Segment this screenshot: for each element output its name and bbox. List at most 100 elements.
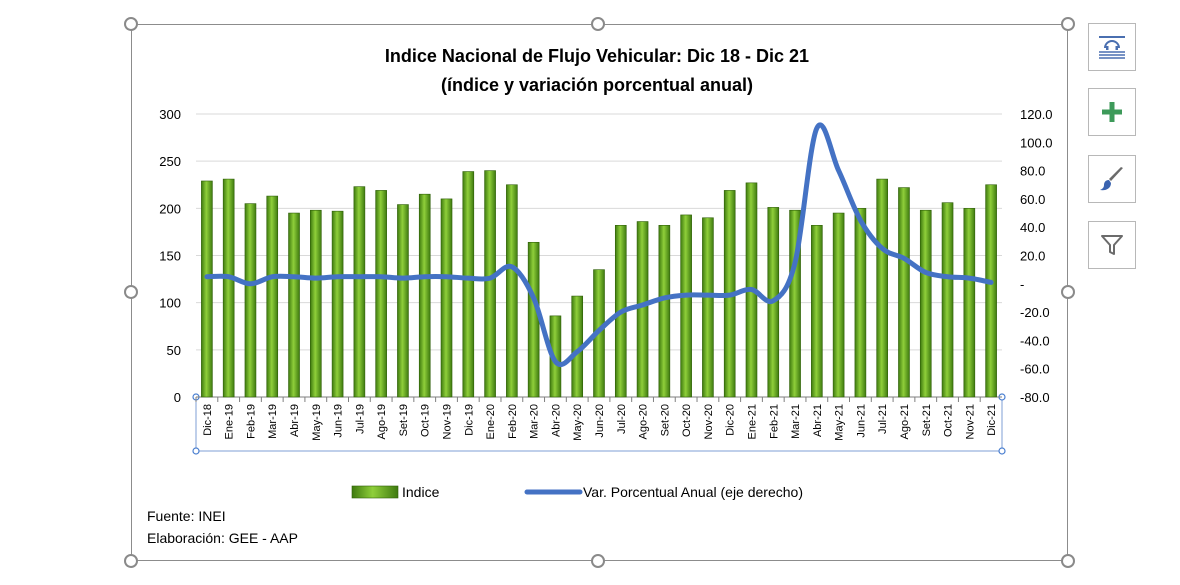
category-label: Mar-20 xyxy=(529,404,541,439)
category-label: Nov-20 xyxy=(703,404,715,439)
chart-styles-button[interactable] xyxy=(1088,155,1136,203)
y-right-tick-label: 80.0 xyxy=(1020,164,1045,179)
category-label: Dic-19 xyxy=(463,404,475,436)
bar-indice xyxy=(353,186,366,398)
category-label: Abr-21 xyxy=(812,404,824,437)
category-label: Feb-21 xyxy=(768,404,780,439)
bar-indice xyxy=(266,195,279,398)
source-note: Fuente: INEI xyxy=(147,508,226,524)
axis-selection-handle xyxy=(998,447,1006,455)
category-label: Feb-19 xyxy=(245,404,257,439)
y-right-tick-label: 100.0 xyxy=(1020,135,1053,150)
legend-label-indice: Indice xyxy=(402,484,440,500)
category-label: Set-21 xyxy=(921,404,933,436)
chart-title: Indice Nacional de Flujo Vehicular: Dic … xyxy=(385,46,809,66)
category-label: Mar-21 xyxy=(790,404,802,439)
bar-indice xyxy=(440,198,453,398)
category-label: Dic-20 xyxy=(725,404,737,436)
resize-handle-middle-left[interactable] xyxy=(124,285,138,299)
category-label: May-21 xyxy=(834,404,846,441)
category-label: May-20 xyxy=(572,404,584,441)
category-label: Oct-20 xyxy=(681,404,693,437)
category-label: Ene-21 xyxy=(746,404,758,439)
plus-icon xyxy=(1102,102,1122,122)
bar-indice xyxy=(418,193,431,398)
bar-indice xyxy=(527,241,540,398)
bar-indice xyxy=(789,209,801,398)
bar-indice xyxy=(702,217,714,398)
bar-indice xyxy=(244,203,257,398)
y-left-tick-label: 50 xyxy=(167,343,181,358)
bar-indice xyxy=(963,208,976,398)
category-label: Ago-21 xyxy=(899,404,911,439)
category-label: Mar-19 xyxy=(267,404,279,439)
category-label: Abr-20 xyxy=(550,404,562,437)
y-right-tick-label: 40.0 xyxy=(1020,220,1045,235)
resize-handle-bottom-center[interactable] xyxy=(591,554,605,568)
bar-indice xyxy=(811,225,823,398)
category-label: Ago-19 xyxy=(376,404,388,439)
axis-selection-handle xyxy=(192,447,200,455)
bar-indice xyxy=(985,184,997,398)
bar-indice xyxy=(876,178,888,398)
bar-indice xyxy=(854,208,867,398)
bar-indice xyxy=(484,170,496,398)
y-left-tick-label: 250 xyxy=(159,154,181,169)
category-label: Ene-20 xyxy=(485,404,497,439)
y-right-tick-label: 20.0 xyxy=(1020,249,1045,264)
resize-handle-top-center[interactable] xyxy=(591,17,605,31)
legend-label-var: Var. Porcentual Anual (eje derecho) xyxy=(583,484,803,500)
y-right-tick-label: -80.0 xyxy=(1020,390,1050,405)
y-right-tick-label: 60.0 xyxy=(1020,192,1045,207)
bar-indice xyxy=(506,184,518,398)
bar-indice xyxy=(636,221,649,398)
filter-icon xyxy=(1101,235,1123,255)
resize-handle-top-left[interactable] xyxy=(124,17,138,31)
bar-indice xyxy=(397,204,409,398)
chart-filters-button[interactable] xyxy=(1088,221,1136,269)
y-left-tick-label: 150 xyxy=(159,249,181,264)
resize-handle-middle-right[interactable] xyxy=(1061,285,1075,299)
bar-indice xyxy=(898,187,910,398)
y-right-tick-label: - xyxy=(1020,277,1024,292)
category-label: Jul-21 xyxy=(877,404,889,434)
category-label: Dic-21 xyxy=(986,404,998,436)
category-label: Jul-20 xyxy=(616,404,628,434)
category-label: Oct-19 xyxy=(420,404,432,437)
chart-elements-button[interactable] xyxy=(1088,23,1136,71)
add-chart-element-button[interactable] xyxy=(1088,88,1136,136)
category-label: Jul-19 xyxy=(354,404,366,434)
bar-indice xyxy=(658,225,671,398)
category-label: Set-19 xyxy=(398,404,410,436)
chart-subtitle: (índice y variación porcentual anual) xyxy=(441,75,753,95)
y-right-tick-label: -40.0 xyxy=(1020,333,1050,348)
resize-handle-bottom-right[interactable] xyxy=(1061,554,1075,568)
legend-swatch-indice xyxy=(351,485,399,499)
y-right-tick-label: -60.0 xyxy=(1020,362,1050,377)
y-left-tick-label: 300 xyxy=(159,107,181,122)
y-left-tick-label: 100 xyxy=(159,296,181,311)
bar-indice xyxy=(832,212,845,398)
category-label: Set-20 xyxy=(659,404,671,436)
category-label: Jun-19 xyxy=(333,404,345,438)
bar-indice xyxy=(680,214,692,398)
resize-handle-top-right[interactable] xyxy=(1061,17,1075,31)
category-label: Jun-20 xyxy=(594,404,606,438)
category-label: Ene-19 xyxy=(224,404,236,439)
category-label: Oct-21 xyxy=(943,404,955,437)
y-right-tick-label: -20.0 xyxy=(1020,305,1050,320)
category-label: Ago-20 xyxy=(638,404,650,439)
elaboration-note: Elaboración: GEE - AAP xyxy=(147,530,298,546)
y-left-tick-label: 0 xyxy=(174,390,181,405)
paintbrush-icon xyxy=(1100,167,1123,191)
category-label: Abr-19 xyxy=(289,404,301,437)
resize-handle-bottom-left[interactable] xyxy=(124,554,138,568)
category-label: Nov-19 xyxy=(442,404,454,439)
category-label: May-19 xyxy=(311,404,323,441)
bar-indice xyxy=(331,210,344,398)
bar-indice xyxy=(222,178,235,398)
bar-indice xyxy=(462,171,475,398)
category-label: Nov-21 xyxy=(964,404,976,439)
line-var-porcentual xyxy=(204,122,994,368)
